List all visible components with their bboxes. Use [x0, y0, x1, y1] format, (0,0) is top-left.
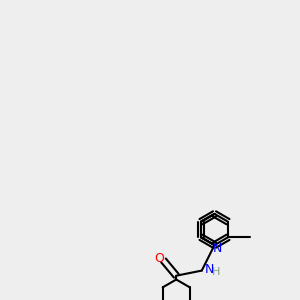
Text: N: N	[213, 242, 222, 255]
Text: H: H	[212, 267, 220, 277]
Text: N: N	[205, 262, 214, 276]
Text: O: O	[154, 252, 164, 266]
